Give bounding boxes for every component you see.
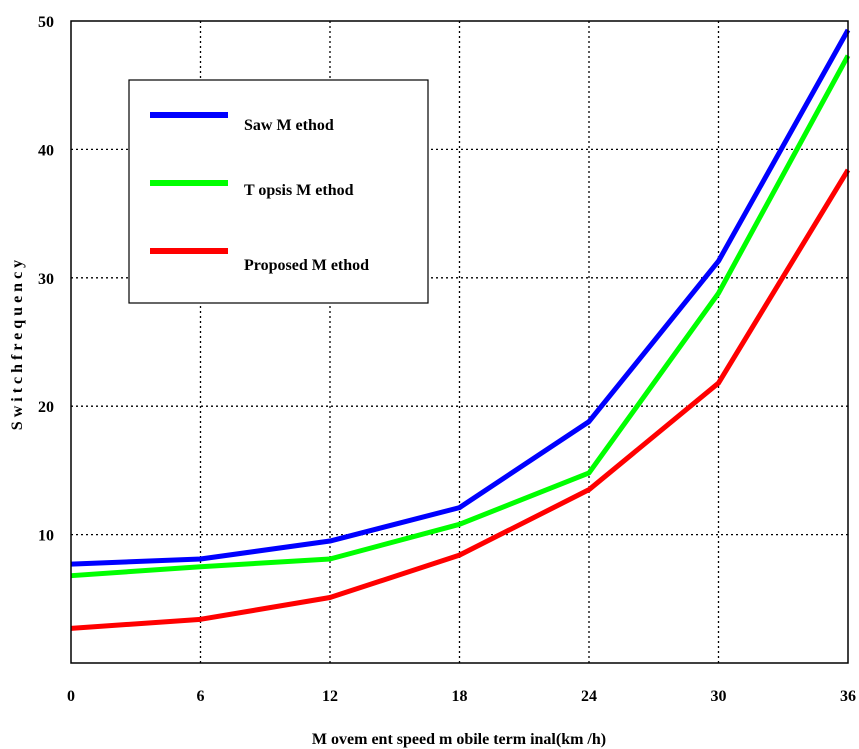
x-tick-label-36: 36: [840, 688, 856, 705]
y-tick-label-40: 40: [38, 142, 54, 159]
x-tick-label-6: 6: [197, 688, 205, 705]
x-tick-label-0: 0: [67, 688, 75, 705]
x-tick-label-30: 30: [711, 688, 727, 705]
series-line-proposed: [70, 168, 851, 631]
legend: Saw M ethod T opsis M ethod Proposed M e…: [128, 79, 429, 304]
x-tick-label-18: 18: [452, 688, 468, 705]
y-axis-title: S w i t c h f r e q u e n c y: [9, 260, 26, 430]
plot-area-frame: [70, 20, 849, 664]
y-tick-label-50: 50: [38, 14, 54, 31]
series-line-topsis: [70, 54, 851, 579]
x-tick-label-12: 12: [322, 688, 338, 705]
series-line-saw: [70, 28, 851, 567]
y-tick-label-10: 10: [38, 528, 54, 545]
tick-labels: 0 6 12 18 24 30 36 10 20 30 40 50: [38, 14, 856, 705]
series-lines: [70, 28, 851, 631]
legend-label-saw: Saw M ethod: [244, 117, 334, 134]
legend-label-proposed: Proposed M ethod: [244, 257, 369, 274]
x-axis-title: M ovem ent speed m obile term inal(km /h…: [312, 731, 606, 748]
y-tick-label-30: 30: [38, 271, 54, 288]
x-tick-label-24: 24: [581, 688, 597, 705]
y-tick-label-20: 20: [38, 399, 54, 416]
legend-label-topsis: T opsis M ethod: [244, 182, 354, 199]
